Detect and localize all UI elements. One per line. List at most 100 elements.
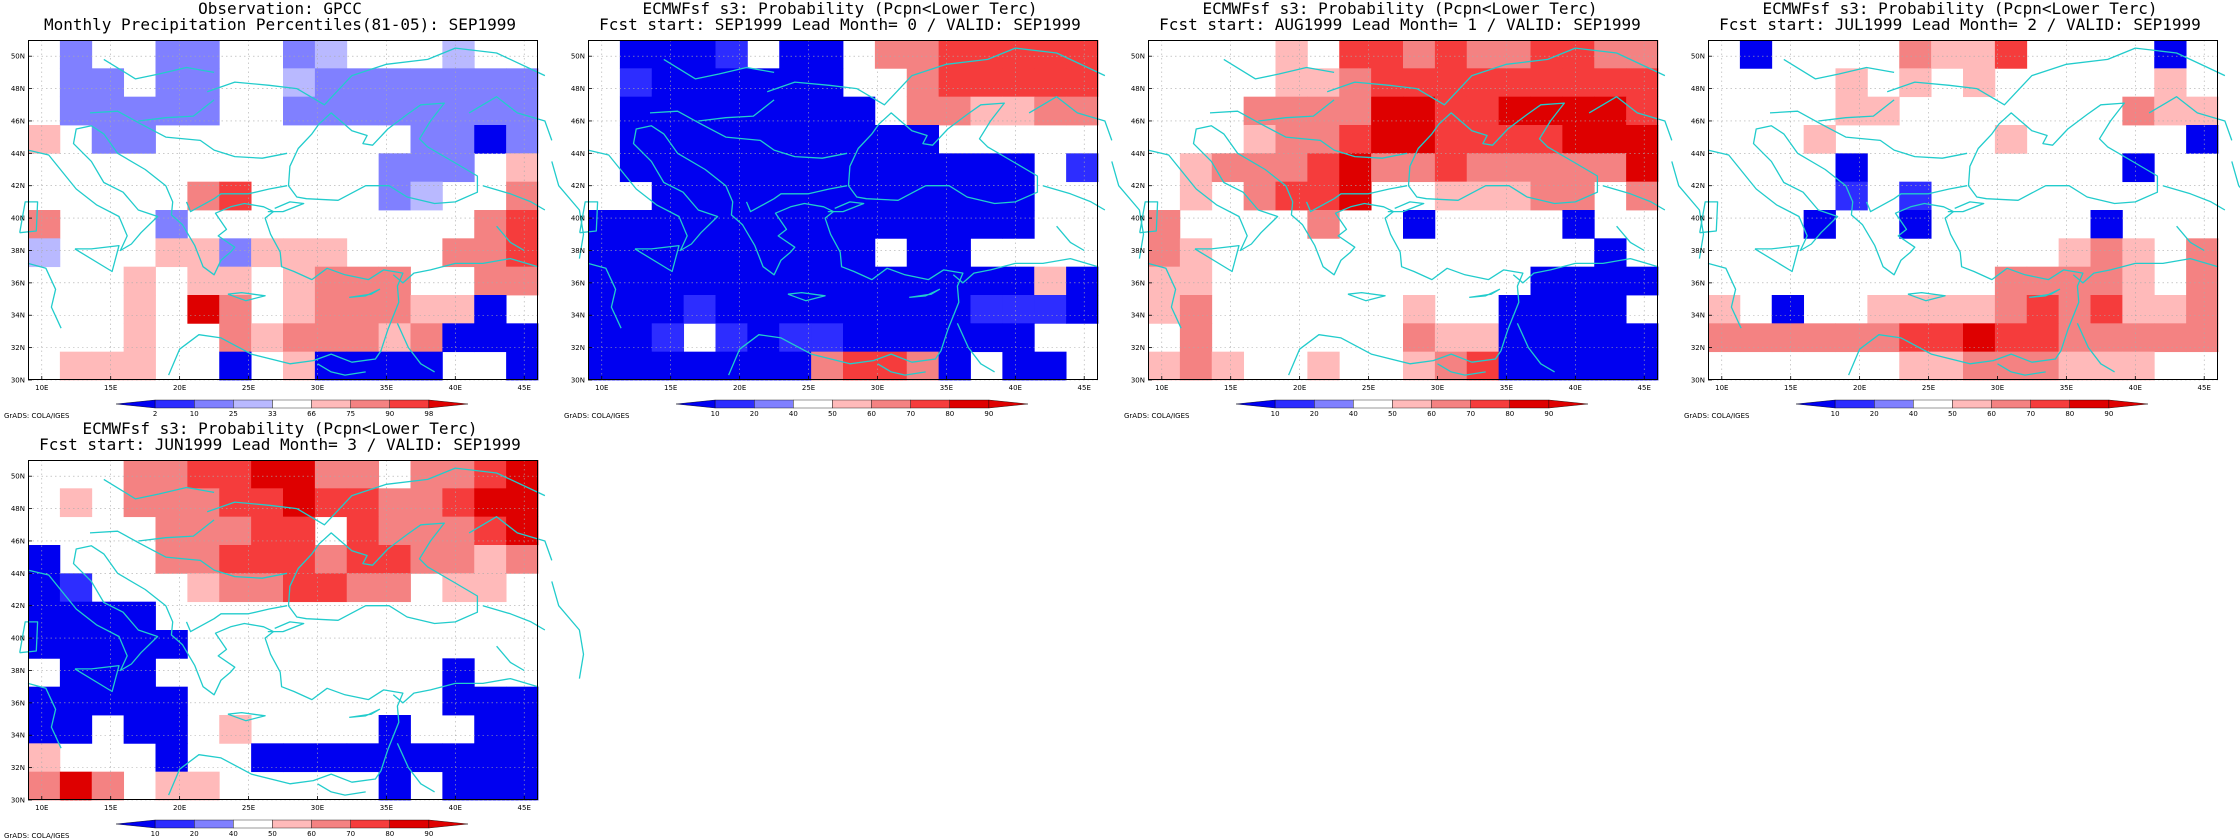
grid-cell	[906, 238, 940, 268]
grid-cell	[123, 266, 156, 296]
grid-cell	[811, 40, 844, 69]
grid-cell	[906, 210, 940, 239]
grid-cell	[1371, 96, 1404, 126]
colorbar-tick-label: 10	[1271, 410, 1280, 418]
grid-cell	[1307, 68, 1340, 98]
lon-tick-label: 45E	[518, 384, 531, 392]
grid-cell	[1867, 323, 1900, 353]
grid-cell	[283, 488, 316, 518]
grid-cell	[683, 351, 716, 381]
colorbar-swatch	[1509, 399, 1550, 409]
panel-title-line1: ECMWFsf s3: Probability (Pcpn<Lower Terc…	[1202, 0, 1598, 18]
grid-cell	[410, 181, 443, 211]
grid-cell	[1275, 153, 1308, 183]
grid-cell	[779, 351, 812, 381]
colorbar-tick-label: 98	[424, 410, 433, 418]
lat-tick-label: 44N	[1691, 150, 1705, 158]
grid-cell	[2090, 295, 2123, 324]
grid-cell	[1739, 40, 1773, 69]
grid-cell	[2122, 295, 2155, 324]
grid-cell	[970, 323, 1003, 353]
lon-tick-label: 30E	[311, 384, 324, 392]
coastline	[206, 467, 546, 526]
lon-tick-label: 35E	[380, 384, 393, 392]
colorbar-tick-label: 2	[153, 410, 157, 418]
colorbar-tick-label: 50	[268, 830, 277, 838]
grid-cell	[1530, 153, 1563, 183]
panel-title-line1: ECMWFsf s3: Probability (Pcpn<Lower Terc…	[82, 419, 478, 438]
grid-cell	[1626, 181, 1659, 211]
lat-tick-label: 32N	[1131, 344, 1145, 352]
grid-cell	[410, 125, 443, 154]
grid-cell	[346, 96, 380, 126]
lat-tick-label: 40N	[1691, 215, 1705, 223]
grid-cell	[1994, 295, 2028, 324]
grid-cell	[747, 68, 780, 98]
lat-tick-label: 30N	[571, 377, 585, 385]
grid-cell	[283, 295, 316, 324]
lat-tick-label: 40N	[11, 215, 25, 223]
grid-cell	[59, 573, 93, 603]
coastline	[952, 257, 1099, 284]
grid-cell	[1307, 96, 1340, 126]
grid-cell	[59, 40, 93, 69]
grid-cell	[1498, 40, 1531, 69]
grid-cell	[506, 516, 539, 546]
grid-cell	[187, 573, 220, 603]
colorbar-tick-label: 60	[867, 410, 876, 418]
colorbar: 10 20 40 50 60 70 80 90	[1795, 399, 2149, 418]
grid-cell	[1275, 40, 1308, 69]
grid-cell	[715, 125, 748, 154]
grid-cell	[506, 771, 539, 801]
lat-tick-label: 50N	[571, 53, 585, 61]
grid-cell	[1626, 153, 1659, 183]
grid-cell	[59, 686, 93, 716]
grid-cell	[506, 210, 539, 239]
lat-tick-label: 46N	[11, 117, 25, 125]
grid-cell	[1148, 210, 1181, 239]
grid-cell	[1403, 351, 1436, 381]
grid-cell	[474, 96, 507, 126]
grid-cell	[378, 743, 411, 773]
lat-tick-label: 30N	[1691, 377, 1705, 385]
lat-tick-label: 38N	[571, 247, 585, 255]
grid-cell	[219, 460, 252, 489]
grid-cell	[474, 488, 507, 518]
grid-cell	[1002, 40, 1035, 69]
coastline	[663, 58, 775, 80]
lat-tick-label: 50N	[11, 53, 25, 61]
grid-cell	[906, 96, 940, 126]
lon-tick-label: 20E	[1853, 384, 1866, 392]
coastline	[1223, 58, 1335, 80]
lat-tick-label: 36N	[1131, 279, 1145, 287]
coastline	[1707, 125, 2084, 376]
lon-tick-label: 30E	[871, 384, 884, 392]
grid-cell	[874, 125, 908, 154]
lat-tick-label: 38N	[1691, 247, 1705, 255]
grid-cell	[1498, 68, 1531, 98]
grid-cell	[1466, 351, 1500, 381]
coastline	[745, 185, 848, 213]
grads-credit: GrADS: COLA/IGES	[4, 832, 70, 840]
grid-cell	[715, 266, 748, 296]
coastline	[19, 201, 39, 234]
grid-cell	[588, 323, 621, 353]
colorbar-tick-label: 60	[307, 830, 316, 838]
grid-cell	[2090, 323, 2123, 353]
grid-cell	[1002, 351, 1035, 381]
grid-cell	[619, 153, 653, 183]
grid-cell	[2186, 96, 2219, 126]
grid-cell	[474, 266, 507, 296]
coastline	[1056, 225, 1085, 252]
coastline	[956, 323, 995, 373]
grid-cell	[283, 545, 316, 574]
grid-cell	[59, 351, 93, 381]
lat-tick-label: 32N	[11, 344, 25, 352]
grid-cell	[1066, 96, 1099, 126]
coastline	[1997, 363, 2046, 376]
grid-cell	[811, 295, 844, 324]
grid-cell	[1771, 323, 1805, 353]
coastline	[1769, 110, 1968, 159]
grid-cell	[619, 96, 653, 126]
coastline	[27, 125, 404, 376]
